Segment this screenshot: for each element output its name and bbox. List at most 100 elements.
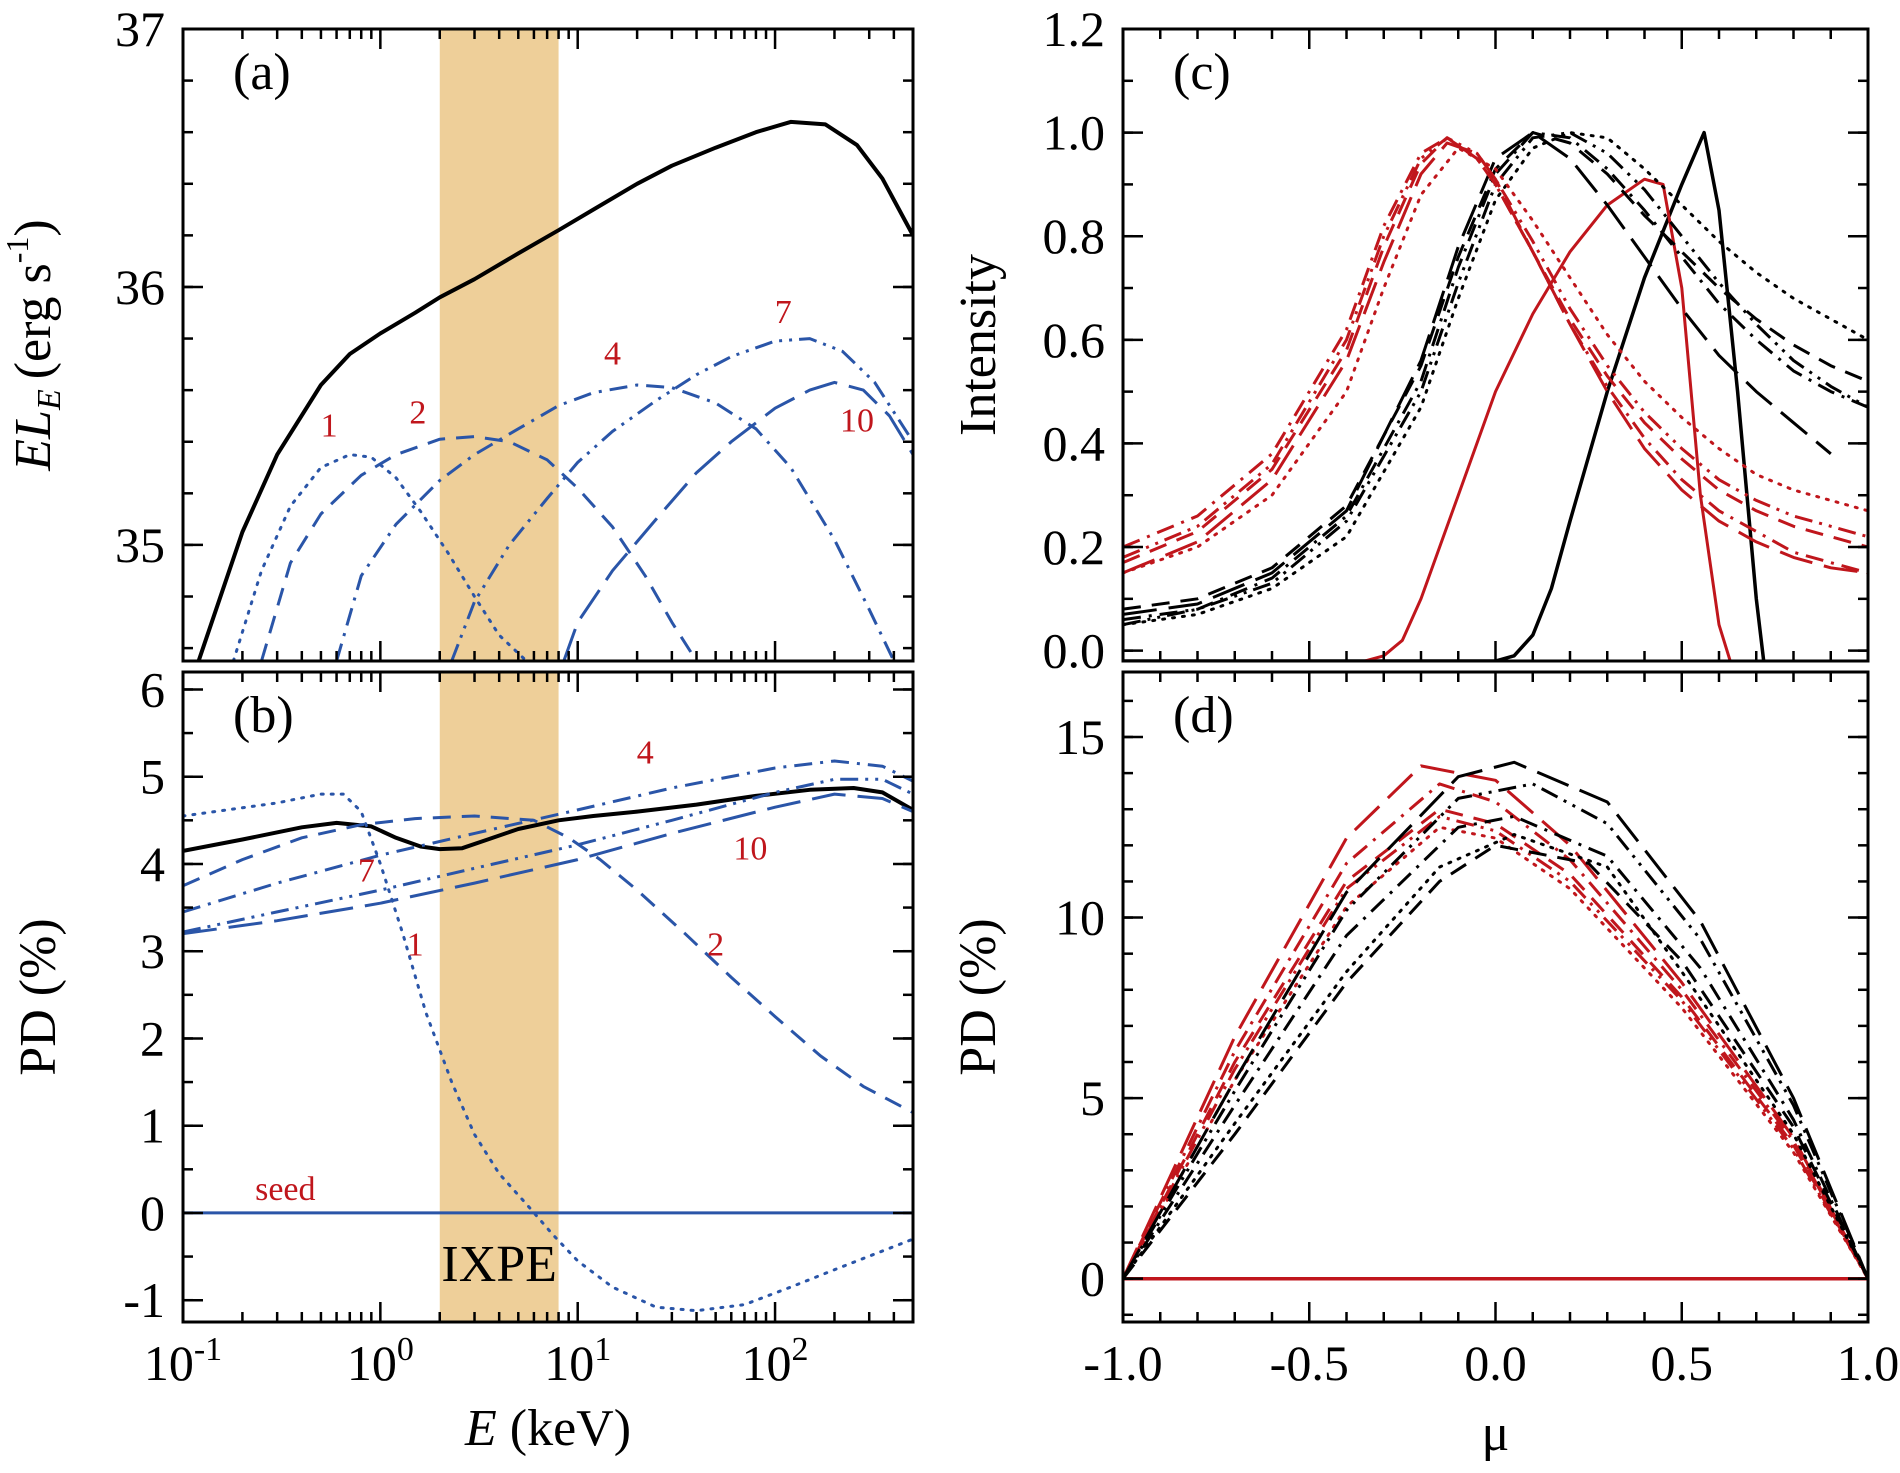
panel-d: 0 5 10 15 -1.0 -0.5 0.0 0.5 1.0 (d)	[1055, 670, 1900, 1391]
ticks	[181, 27, 915, 661]
plot-frame	[1121, 27, 1870, 663]
curves	[183, 759, 913, 1313]
y-tick-label: 0.4	[1043, 415, 1106, 471]
series-line-black-longdash	[1123, 131, 1832, 616]
curves	[1123, 130, 1868, 661]
y-tick-label: -1	[123, 1272, 165, 1328]
ticks	[1121, 672, 1870, 1322]
y-tick-label: 0	[140, 1185, 165, 1241]
curve-label-seed: seed	[255, 1171, 315, 1208]
y-axis-title-b: PD (%)	[10, 918, 67, 1075]
series-line-black-dash	[1123, 843, 1868, 1280]
series-line-black-longdash	[1123, 760, 1868, 1280]
series-line-4	[335, 383, 896, 661]
x-tick-label: -1.0	[1083, 1335, 1162, 1391]
y-tick-label: 0.6	[1043, 312, 1106, 368]
series-line-10	[562, 380, 913, 661]
x-tick-label: 101	[544, 1331, 611, 1391]
y-tick-label: 5	[140, 749, 165, 805]
series-line-red-dot	[1123, 825, 1868, 1281]
y-tick-label: 4	[140, 836, 165, 892]
series-line-red-dot	[1123, 146, 1868, 575]
series-line-7	[450, 337, 913, 661]
x-axis-title-d: μ	[1482, 1405, 1510, 1462]
series-line-red-dashdotdot	[1123, 136, 1868, 559]
curves	[1123, 760, 1868, 1281]
series-line-1	[183, 792, 913, 1313]
x-tick-label: 0.5	[1651, 1335, 1714, 1391]
y-tick-label: 37	[115, 1, 165, 57]
series-line-red-longdash	[1123, 764, 1868, 1280]
panel-c: 0.0 0.2 0.4 0.6 0.8 1.0 1.2 (c)	[1043, 1, 1870, 679]
curve-label-10: 10	[840, 402, 874, 439]
series-line-4	[183, 759, 913, 914]
x-tick-label: 0.0	[1464, 1335, 1527, 1391]
x-tick-label: 100	[347, 1331, 414, 1391]
y-tick-label: 2	[140, 1010, 165, 1066]
series-line-black-dash	[1123, 131, 1868, 611]
y-tick-label: 10	[1055, 890, 1105, 946]
x-tick-label: -0.5	[1270, 1335, 1349, 1391]
y-tick-label: 5	[1080, 1070, 1105, 1126]
curve-label-7: 7	[775, 294, 792, 331]
series-line-7	[183, 777, 913, 934]
y-tick-label: 15	[1055, 709, 1105, 765]
ixpe-band	[439, 29, 559, 661]
series-line-2	[183, 814, 913, 1114]
series-line-seed-red	[1123, 177, 1868, 661]
y-axis-title-c: Intensity	[950, 254, 1007, 436]
ixpe-band	[439, 672, 559, 1322]
y-tick-label: 3	[140, 923, 165, 979]
curve-label-2: 2	[409, 395, 426, 432]
curve-label-2: 2	[707, 927, 724, 964]
series-line-red-dashdotdot	[1123, 814, 1868, 1280]
series-line-red-longdash	[1123, 141, 1868, 575]
y-tick-label: 35	[115, 517, 165, 573]
x-tick-label: 1.0	[1837, 1335, 1900, 1391]
series-line-red-dashdot	[1123, 782, 1868, 1280]
x-tick-label: 10-1	[144, 1331, 222, 1391]
y-axis-title-a: ELE(erg s-1)	[0, 219, 68, 471]
series-line-2	[260, 435, 698, 661]
series-line-seed-black	[1123, 130, 1766, 661]
y-tick-label: 0.0	[1043, 623, 1106, 679]
series-line-total	[183, 786, 913, 853]
y-tick-label: 36	[115, 259, 165, 315]
curve-label-4: 4	[637, 735, 654, 772]
panel-label: (a)	[233, 44, 291, 101]
x-tick-label: 102	[742, 1331, 809, 1391]
series-line-black-dashdotdot	[1123, 782, 1868, 1280]
y-tick-label: 0.8	[1043, 208, 1106, 264]
y-tick-label: 0.2	[1043, 519, 1106, 575]
panel-b: -1 0 1 2 3 4 5 6 10-1 100 101 102 (b) seed 1 2 4 7 10 IXPE	[123, 661, 915, 1391]
y-tick-label: 1	[140, 1098, 165, 1154]
panel-label: (c)	[1173, 44, 1231, 101]
plot-frame	[181, 670, 915, 1324]
series-line-black-dashdot	[1123, 814, 1868, 1280]
series-line-10	[183, 792, 913, 936]
y-tick-label: 1.2	[1043, 1, 1106, 57]
series-line-red-dash	[1123, 807, 1868, 1280]
curve-label-10: 10	[733, 831, 767, 868]
panel-label: (b)	[233, 687, 294, 744]
curve-label-1: 1	[407, 927, 424, 964]
series-line-total	[196, 119, 913, 661]
y-tick-label: 6	[140, 661, 165, 717]
panel-a: 35 36 37 (a) 1 2 4 7 10	[115, 1, 915, 663]
y-tick-label: 0	[1080, 1251, 1105, 1307]
ixpe-label: IXPE	[441, 1236, 557, 1293]
plot-frame	[181, 27, 915, 663]
plot-frame	[1121, 670, 1870, 1324]
series-line-black-dot	[1123, 131, 1868, 627]
series-line-black-dashdot	[1123, 131, 1868, 622]
series-line-black-dot	[1123, 833, 1868, 1281]
curves	[196, 119, 913, 661]
x-axis-title-b: E (keV)	[464, 1400, 631, 1457]
y-tick-label: 1.0	[1043, 105, 1106, 161]
y-axis-title-d: PD (%)	[950, 918, 1007, 1075]
ticks	[1121, 27, 1870, 661]
panel-label: (d)	[1173, 687, 1234, 744]
curve-label-7: 7	[358, 852, 375, 889]
curve-label-1: 1	[321, 408, 338, 445]
